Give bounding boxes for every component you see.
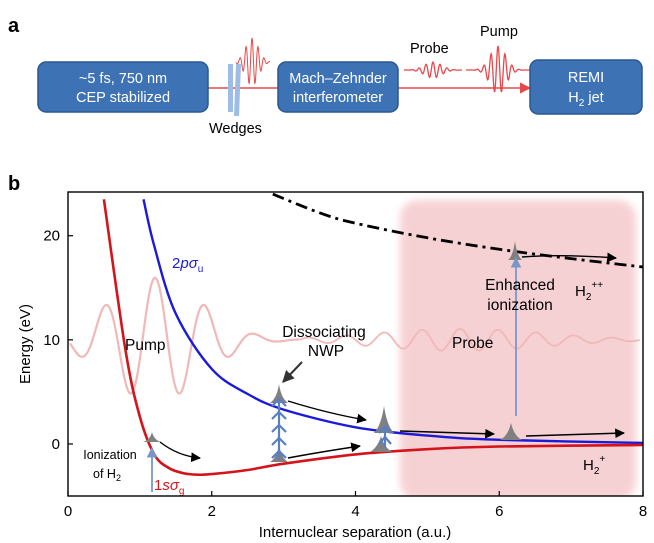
wedge-left xyxy=(228,64,233,112)
wavepacket-ionization xyxy=(143,432,161,442)
interferometer-line1: Mach–Zehnder xyxy=(289,71,387,87)
panel-a: a ~5 fs, 750 nm CEP stabilized Wedges Ma… xyxy=(8,15,643,137)
x-tick-label: 8 xyxy=(639,503,647,520)
remi-line2: H2 jet xyxy=(568,90,603,109)
ionization-line1: Ionization xyxy=(83,448,137,462)
wedges-label: Wedges xyxy=(209,121,262,137)
y-tick-label: 10 xyxy=(43,332,60,349)
prop-arrow-6 xyxy=(521,252,617,263)
ionization-line2: of H2 xyxy=(93,467,121,483)
probe-label: Probe xyxy=(410,41,449,57)
panel-b: b xyxy=(8,173,647,541)
prop-arrow-4 xyxy=(399,428,495,439)
x-tick-label: 6 xyxy=(495,503,503,520)
prop-arrow-2 xyxy=(287,442,361,459)
label-1s-sigma-g: 1sσg xyxy=(154,477,184,497)
wedge-right xyxy=(234,64,241,116)
laser-box-line2: CEP stabilized xyxy=(76,90,170,106)
mid-arrow-stack xyxy=(378,424,392,448)
wavepacket-mid-lower xyxy=(370,436,392,452)
pulse-before-wedge xyxy=(235,37,271,85)
curve-1s-sigma-g xyxy=(102,199,643,477)
x-tick-label: 0 xyxy=(64,503,72,520)
laser-box xyxy=(37,61,209,113)
y-tick-label: 0 xyxy=(52,436,60,453)
probe-annotation: Probe xyxy=(452,335,493,352)
pump-label: Pump xyxy=(480,24,518,40)
x-tick-label: 4 xyxy=(351,503,359,520)
remi-line1: REMI xyxy=(568,70,604,86)
curve-2p-sigma-u xyxy=(142,199,643,445)
x-tick-label: 2 xyxy=(208,503,216,520)
dissociating-pointer xyxy=(282,361,303,383)
pump-annotation: Pump xyxy=(125,337,166,354)
interferometer-box xyxy=(277,61,399,113)
panel-a-label: a xyxy=(8,15,20,37)
panel-b-label: b xyxy=(8,173,20,195)
label-h2pp: H2++ xyxy=(575,280,603,303)
prop-arrow-5 xyxy=(525,428,625,439)
wavepacket-mid-upper xyxy=(374,406,394,433)
interferometer-line2: interferometer xyxy=(293,90,383,106)
enhanced-line2: ionization xyxy=(487,297,553,314)
remi-box xyxy=(529,59,643,115)
y-tick-label: 20 xyxy=(43,228,60,245)
label-2p-sigma-u: 2pσu xyxy=(172,255,203,275)
dissociating-line2: NWP xyxy=(308,343,344,360)
dissociating-line1: Dissociating xyxy=(282,324,366,341)
x-axis-label: Internuclear separation (a.u.) xyxy=(259,524,452,541)
probe-pulse xyxy=(404,61,462,79)
pump-wave xyxy=(69,276,300,395)
prop-arrow-1 xyxy=(159,441,201,463)
enhanced-line1: Enhanced xyxy=(485,277,555,294)
label-h2p: H2+ xyxy=(583,454,605,477)
axis-ticks: 0 2 4 6 8 0 10 20 xyxy=(43,228,647,520)
laser-box-line1: ~5 fs, 750 nm xyxy=(79,71,167,87)
prop-arrow-3 xyxy=(287,400,367,424)
nwp-arrow-stack xyxy=(271,397,287,460)
probe-wave xyxy=(299,327,640,352)
pump-pulse xyxy=(466,45,530,93)
curve-h2pp xyxy=(272,192,643,269)
y-axis-label: Energy (eV) xyxy=(17,304,34,384)
wavepacket-nwp-upper xyxy=(270,384,288,403)
wavepacket-right xyxy=(500,423,522,440)
wavepacket-h2pp xyxy=(508,241,522,260)
